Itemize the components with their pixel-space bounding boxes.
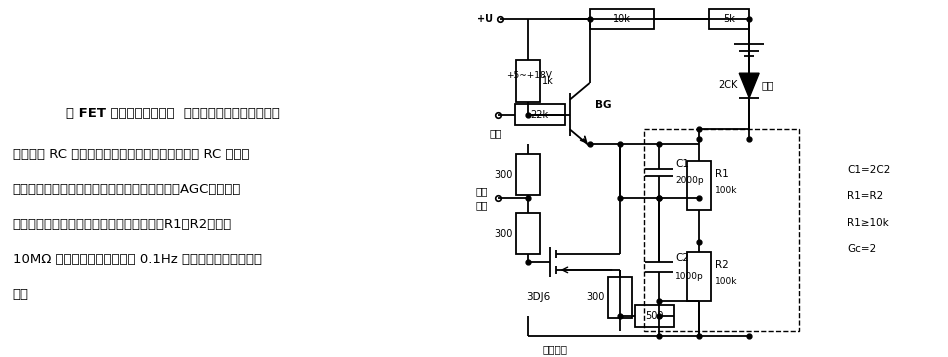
Text: C1: C1 bbox=[675, 159, 689, 169]
Bar bbox=[687, 161, 711, 210]
Text: BG: BG bbox=[594, 100, 611, 110]
Text: 1k: 1k bbox=[542, 76, 554, 86]
Text: 2000p: 2000p bbox=[675, 176, 704, 185]
Text: 3DJ6: 3DJ6 bbox=[526, 292, 550, 302]
Text: 输出: 输出 bbox=[476, 200, 488, 210]
Bar bbox=[687, 252, 711, 301]
Text: 10MΩ 以上。振荡频率可以在 0.1Hz 以下，输出波形稍有失: 10MΩ 以上。振荡频率可以在 0.1Hz 以下，输出波形稍有失 bbox=[12, 253, 262, 266]
Text: R1≥10k: R1≥10k bbox=[848, 218, 889, 228]
Text: 300: 300 bbox=[495, 170, 513, 180]
Text: 用 FET 和晶体管的振荡器  该电路是由场效应管和晶体: 用 FET 和晶体管的振荡器 该电路是由场效应管和晶体 bbox=[65, 107, 280, 120]
Text: 100k: 100k bbox=[716, 186, 738, 195]
Bar bbox=[516, 60, 539, 102]
Text: 滞后网络和同相放大器组成，其自动增益控制（AGC）采用了: 滞后网络和同相放大器组成，其自动增益控制（AGC）采用了 bbox=[12, 183, 241, 196]
Text: 箝位: 箝位 bbox=[761, 80, 774, 90]
Text: 正弦: 正弦 bbox=[476, 186, 488, 196]
Text: +5~+18V: +5~+18V bbox=[506, 71, 552, 80]
Bar bbox=[634, 305, 674, 327]
Text: 同步: 同步 bbox=[490, 128, 502, 138]
Bar bbox=[590, 9, 654, 29]
Bar bbox=[516, 213, 539, 254]
Polygon shape bbox=[739, 73, 759, 98]
Text: 管组成的 RC 超前－滞后带通滤波式振荡器。它由 RC 超前－: 管组成的 RC 超前－滞后带通滤波式振荡器。它由 RC 超前－ bbox=[12, 148, 249, 161]
Bar bbox=[516, 154, 539, 195]
Text: 300: 300 bbox=[495, 228, 513, 238]
Text: 22k: 22k bbox=[531, 110, 549, 120]
Text: 增益调整: 增益调整 bbox=[543, 344, 568, 354]
Text: 1000p: 1000p bbox=[675, 272, 704, 281]
Text: C2: C2 bbox=[675, 253, 689, 263]
Text: 10k: 10k bbox=[612, 14, 630, 24]
Text: 真。: 真。 bbox=[12, 288, 28, 301]
Bar bbox=[515, 104, 565, 125]
Bar bbox=[608, 277, 631, 318]
Text: +U: +U bbox=[477, 14, 493, 24]
Text: 500: 500 bbox=[646, 311, 664, 321]
Text: C1=2C2: C1=2C2 bbox=[848, 165, 891, 175]
Text: R2: R2 bbox=[716, 260, 729, 270]
Bar bbox=[645, 129, 799, 331]
Text: 场效应管栅极箝位式电路。其输入阻抗高，R1、R2可高达: 场效应管栅极箝位式电路。其输入阻抗高，R1、R2可高达 bbox=[12, 218, 232, 231]
Text: 2CK: 2CK bbox=[718, 80, 738, 90]
Text: 300: 300 bbox=[586, 292, 605, 302]
Text: R1: R1 bbox=[716, 169, 729, 178]
Text: 5k: 5k bbox=[723, 14, 736, 24]
Bar bbox=[709, 9, 749, 29]
Text: R1=R2: R1=R2 bbox=[848, 191, 884, 201]
Text: 100k: 100k bbox=[716, 277, 738, 286]
Text: Gc=2: Gc=2 bbox=[848, 244, 877, 254]
